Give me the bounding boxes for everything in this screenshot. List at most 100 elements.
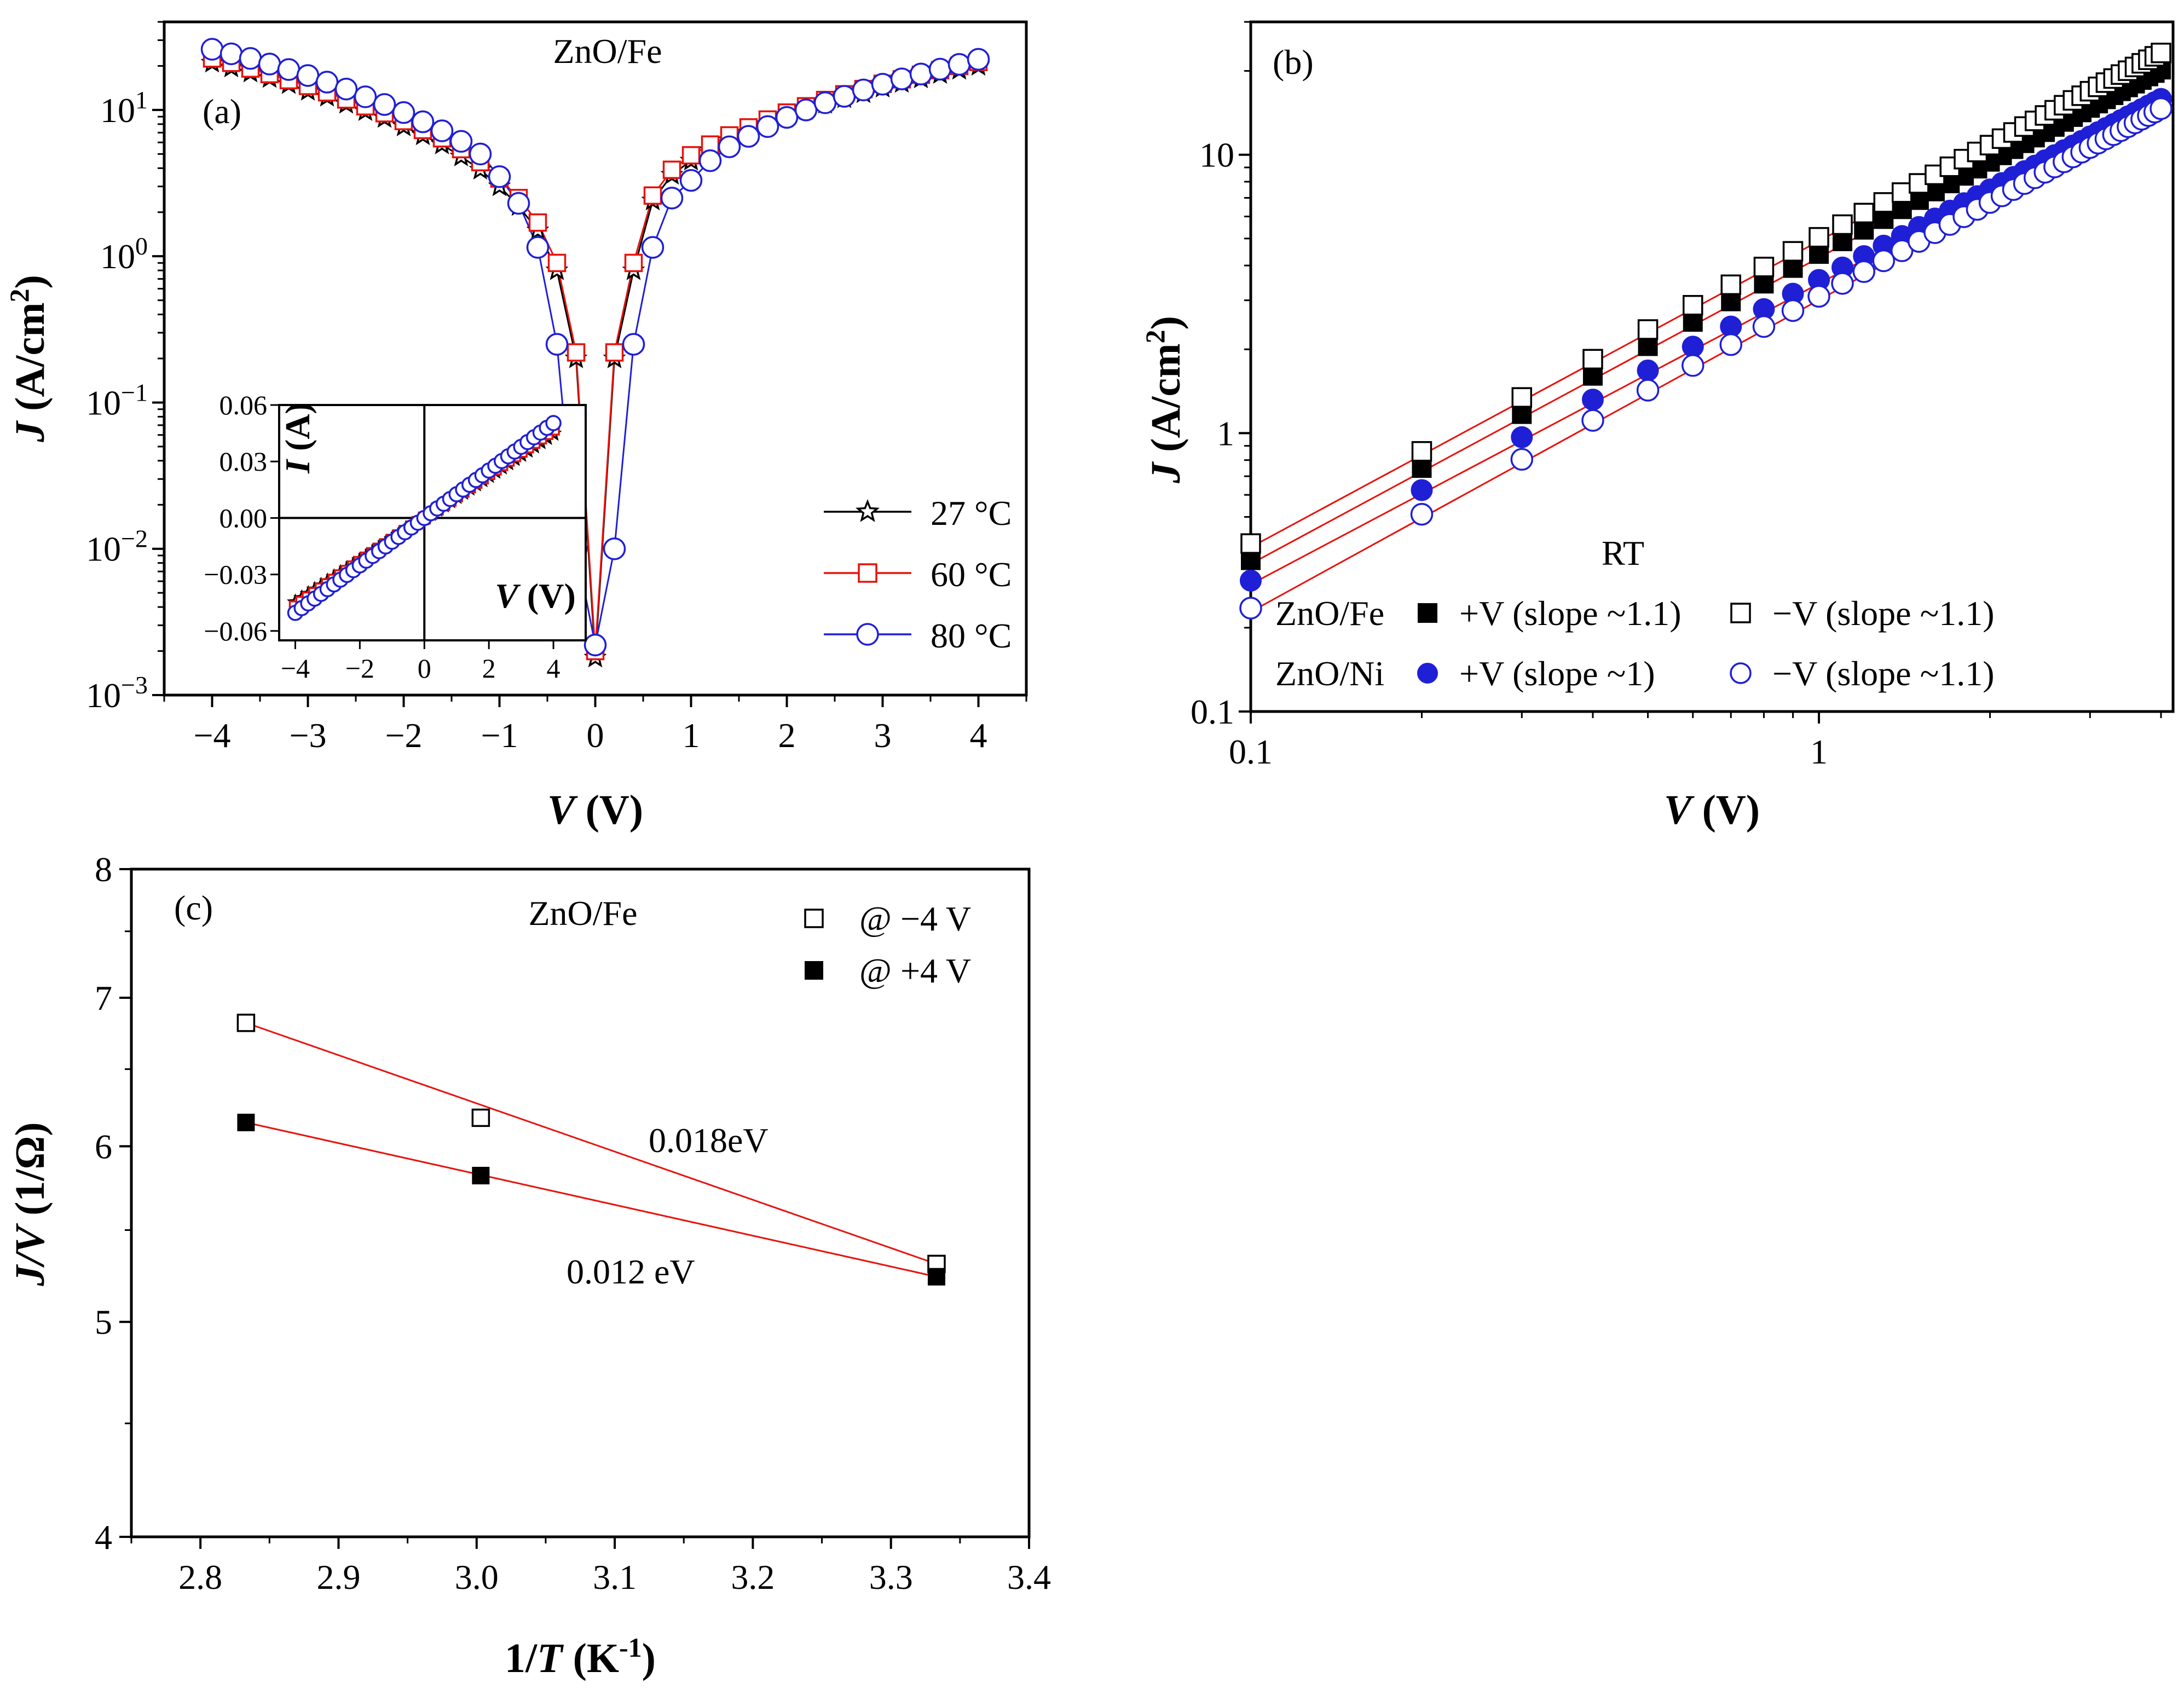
data-point — [928, 57, 952, 81]
data-point — [1582, 349, 1603, 370]
data-point — [1582, 366, 1603, 386]
y-axis-label: J/V (1/Ω) — [7, 1122, 53, 1286]
data-point — [775, 106, 799, 129]
data-point — [1637, 319, 1659, 340]
legend-label: @ −4 V — [859, 899, 971, 938]
data-point — [1682, 336, 1704, 358]
data-point — [1873, 192, 1894, 213]
data-point — [890, 67, 914, 90]
legend-sample: ZnO/Ni — [1275, 654, 1384, 693]
data-point — [1511, 426, 1533, 448]
data-point — [643, 186, 662, 205]
data-point — [756, 115, 779, 138]
x-tick-label: 3.0 — [455, 1558, 499, 1597]
inset-y-tick-label: 0.03 — [219, 446, 268, 477]
data-point — [1874, 209, 1894, 229]
data-point — [526, 236, 550, 259]
data-point — [681, 146, 701, 165]
data-point — [1853, 203, 1874, 224]
annotation: RT — [1602, 534, 1644, 572]
x-tick-label: 3 — [874, 716, 892, 755]
data-point — [472, 1166, 490, 1184]
data-point — [1783, 258, 1803, 278]
data-point — [334, 77, 358, 101]
inset-x-tick-label: 0 — [418, 653, 431, 684]
data-point — [411, 110, 435, 134]
fit-line — [246, 1121, 937, 1278]
data-point — [547, 253, 567, 273]
x-tick-label: 3.4 — [1007, 1558, 1051, 1597]
data-point — [1719, 333, 1742, 356]
data-point — [641, 236, 665, 259]
y-tick-label: 6 — [95, 1127, 112, 1166]
legend-marker — [1730, 662, 1752, 684]
data-point — [567, 343, 586, 362]
data-point — [909, 62, 933, 86]
data-point — [1809, 244, 1829, 264]
data-point — [662, 160, 681, 179]
data-point — [1410, 502, 1434, 526]
data-point — [1782, 241, 1804, 262]
x-tick-label: 3.3 — [869, 1558, 913, 1597]
data-point — [1239, 597, 1262, 620]
x-tick-label: 3.1 — [593, 1558, 637, 1597]
panel-c: 2.8 2.9 3.0 3.1 3.2 3.3 3.4 4 5 6 7 8 1/T (K-1) J/V (… — [7, 850, 1051, 1681]
data-point — [258, 53, 281, 76]
y-tick-label: 8 — [95, 850, 112, 889]
x-tick-label: 1 — [1810, 732, 1828, 771]
x-tick-label: 2 — [778, 716, 796, 755]
legend-marker — [855, 499, 880, 522]
legend-label: 60 °C — [931, 555, 1012, 594]
data-point — [698, 149, 722, 172]
data-point — [947, 53, 971, 76]
data-point — [1720, 274, 1741, 296]
data-point — [1753, 257, 1775, 277]
data-point — [737, 125, 760, 148]
data-point — [927, 1268, 945, 1286]
data-point — [813, 91, 837, 114]
data-point — [718, 135, 741, 158]
inset-data-point — [545, 415, 562, 431]
data-point — [1636, 379, 1660, 402]
fit-label: 0.018eV — [649, 1121, 769, 1160]
data-point — [1581, 409, 1604, 432]
data-point — [1752, 315, 1776, 338]
x-tick-label: −3 — [289, 716, 326, 755]
inset-y-tick-label: 0.06 — [219, 390, 268, 420]
legend-sample: ZnO/Fe — [1275, 594, 1384, 633]
data-point — [507, 192, 530, 215]
data-point — [1872, 249, 1896, 273]
legend-marker — [858, 563, 877, 583]
plot-frame — [130, 867, 1031, 1538]
legend-marker — [805, 961, 823, 980]
legend-marker — [804, 909, 824, 928]
data-point — [852, 78, 875, 102]
inset-x-label: V (V) — [495, 576, 576, 615]
y-tick-label: 5 — [95, 1303, 112, 1341]
legend-marker — [1417, 663, 1438, 684]
data-point — [871, 73, 894, 96]
data-point — [237, 1113, 255, 1131]
data-point — [1833, 231, 1853, 251]
chart-title: ZnO/Fe — [553, 32, 662, 71]
x-tick-label: 3.2 — [731, 1558, 775, 1597]
x-tick-label: 1 — [683, 716, 700, 755]
panel-label: (c) — [174, 888, 213, 927]
data-point — [296, 64, 320, 87]
y-tick-label: 1 — [1217, 414, 1234, 453]
data-point — [354, 85, 377, 108]
fit-label: 0.012 eV — [567, 1252, 695, 1291]
data-point — [1890, 239, 1914, 262]
data-point — [967, 48, 990, 71]
data-point — [430, 119, 454, 142]
legend-label: 80 °C — [931, 616, 1012, 655]
y-axis-label: J (A/cm2) — [1140, 316, 1189, 484]
y-tick-label: 10−2 — [86, 524, 148, 569]
data-point — [277, 58, 301, 81]
x-axis-label: V (V) — [1664, 787, 1760, 833]
data-point — [1682, 354, 1705, 377]
inset-y-tick-label: 0.00 — [219, 502, 268, 533]
data-point — [1510, 448, 1534, 471]
data-point — [1754, 274, 1774, 294]
